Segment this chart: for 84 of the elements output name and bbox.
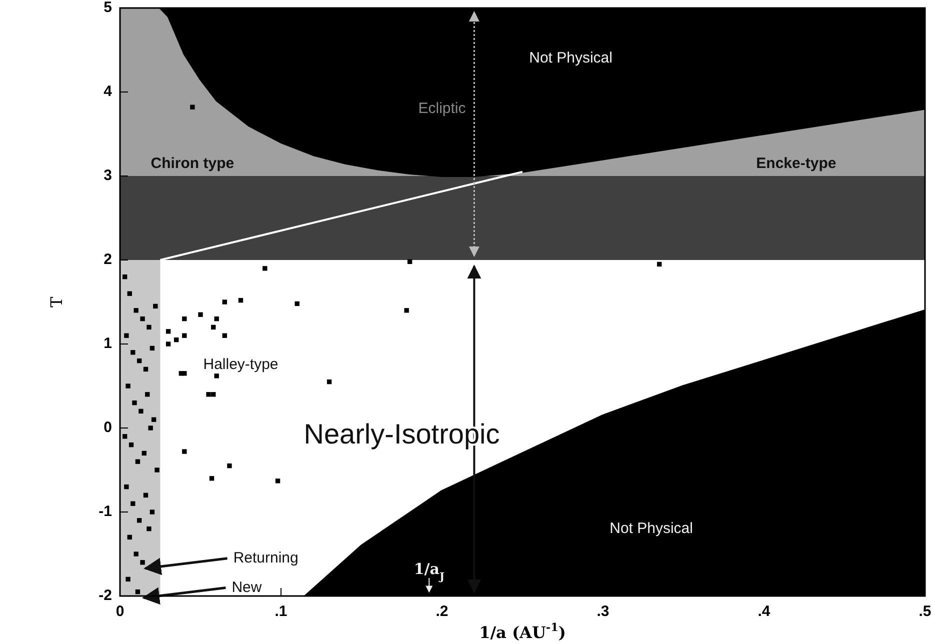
x-tick-label: .3 [596, 603, 610, 620]
point [153, 304, 158, 309]
point [126, 384, 130, 388]
point [214, 374, 219, 378]
point [182, 316, 187, 322]
point [140, 316, 145, 322]
annotation: Halley-type [203, 356, 278, 373]
point [143, 366, 148, 372]
point [127, 534, 132, 540]
y-tick-label: 3 [104, 166, 112, 184]
point [134, 308, 138, 313]
point [134, 552, 138, 556]
point [146, 324, 152, 330]
point [190, 104, 195, 110]
point [206, 392, 211, 397]
x-tick-label: .5 [918, 603, 932, 620]
y-axis-title: T [47, 296, 66, 308]
annotation: Not Physical [610, 520, 693, 537]
x-axis-title: 1/a (AU$^{-1}$) [479, 620, 566, 642]
point [238, 298, 244, 303]
point [122, 274, 128, 280]
point [198, 312, 203, 317]
point [122, 434, 128, 439]
point [182, 449, 187, 454]
y-tick-label: 4 [104, 82, 113, 100]
annotation: Ecliptic [418, 100, 466, 117]
point [145, 392, 150, 397]
point [178, 371, 184, 376]
point [136, 358, 142, 364]
point [407, 259, 412, 264]
point [222, 300, 227, 304]
annotation: Encke-type [756, 155, 836, 172]
y-tick-label: -1 [98, 502, 112, 520]
point [214, 316, 219, 322]
point [262, 266, 268, 271]
x-tick-label: .2 [436, 603, 448, 620]
point [166, 342, 171, 346]
x-tick-label: .4 [758, 603, 771, 620]
point [135, 459, 140, 464]
annotation: New [232, 578, 262, 596]
point [209, 476, 214, 481]
point [132, 400, 137, 406]
y-tick-label: -2 [98, 586, 112, 604]
point [275, 478, 280, 484]
y-tick-label: 1 [104, 334, 112, 352]
point [138, 408, 144, 414]
annotation: Returning [233, 549, 298, 566]
point [127, 291, 132, 296]
point [143, 492, 148, 498]
point [142, 450, 146, 456]
y-tick-label: 2 [104, 250, 112, 268]
point [126, 576, 130, 582]
point [211, 324, 216, 330]
point [174, 337, 179, 342]
point [136, 518, 142, 523]
point [227, 463, 232, 468]
point [146, 526, 152, 532]
point [151, 417, 156, 422]
point [128, 442, 134, 448]
point [150, 346, 155, 351]
point [150, 510, 155, 514]
y-tick-label: 5 [104, 0, 112, 16]
annotation: Not Physical [529, 49, 612, 66]
point [182, 333, 187, 338]
point [326, 379, 332, 384]
point [657, 262, 662, 267]
point [294, 301, 300, 306]
y-tick-label: 0 [104, 418, 112, 436]
point [154, 468, 160, 472]
point [222, 333, 227, 338]
point [166, 329, 171, 334]
x-tick-label: .1 [274, 603, 288, 620]
point [124, 484, 129, 490]
point [135, 589, 140, 594]
annotation: 1/a$_{J}$ [414, 560, 444, 583]
point [148, 426, 153, 430]
point [140, 560, 145, 565]
point [404, 308, 409, 313]
point [130, 350, 136, 355]
x-tick-label: 0 [116, 603, 124, 620]
point [124, 333, 129, 338]
point [211, 392, 216, 397]
point [130, 501, 136, 506]
annotation: Chiron type [150, 155, 234, 172]
